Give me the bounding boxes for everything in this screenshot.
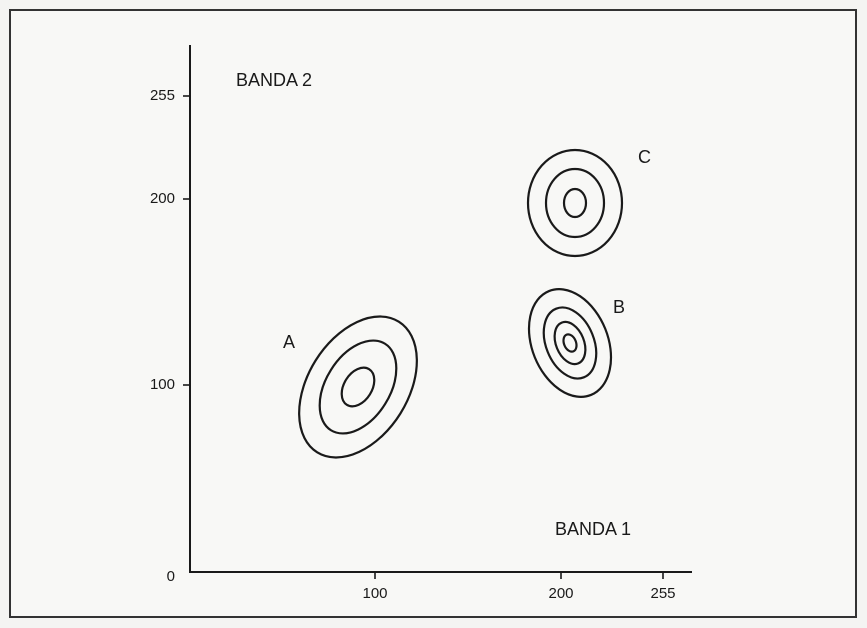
y-axis-label: BANDA 2	[236, 70, 312, 90]
x-axis-label: BANDA 1	[555, 519, 631, 539]
y-tick-label: 200	[150, 190, 175, 207]
contour	[544, 167, 606, 239]
cluster-a-contours	[298, 315, 418, 459]
contour	[562, 187, 588, 219]
x-tick-label: 100	[362, 585, 387, 602]
contour	[340, 366, 376, 408]
y-tick-label: 255	[150, 87, 175, 104]
cluster-c-contours	[526, 148, 624, 258]
y-tick-label: 0	[167, 568, 175, 585]
contour	[562, 333, 578, 353]
cluster-label: C	[638, 147, 651, 167]
contour	[298, 315, 418, 459]
contour	[553, 320, 587, 366]
y-tick-label: 100	[150, 376, 175, 393]
frame	[9, 9, 857, 618]
x-tick-label: 255	[650, 585, 675, 602]
contour	[526, 148, 624, 258]
cluster-label: A	[283, 332, 295, 352]
cluster-label: B	[613, 297, 625, 317]
x-tick-label: 200	[548, 585, 573, 602]
contour	[318, 339, 398, 435]
